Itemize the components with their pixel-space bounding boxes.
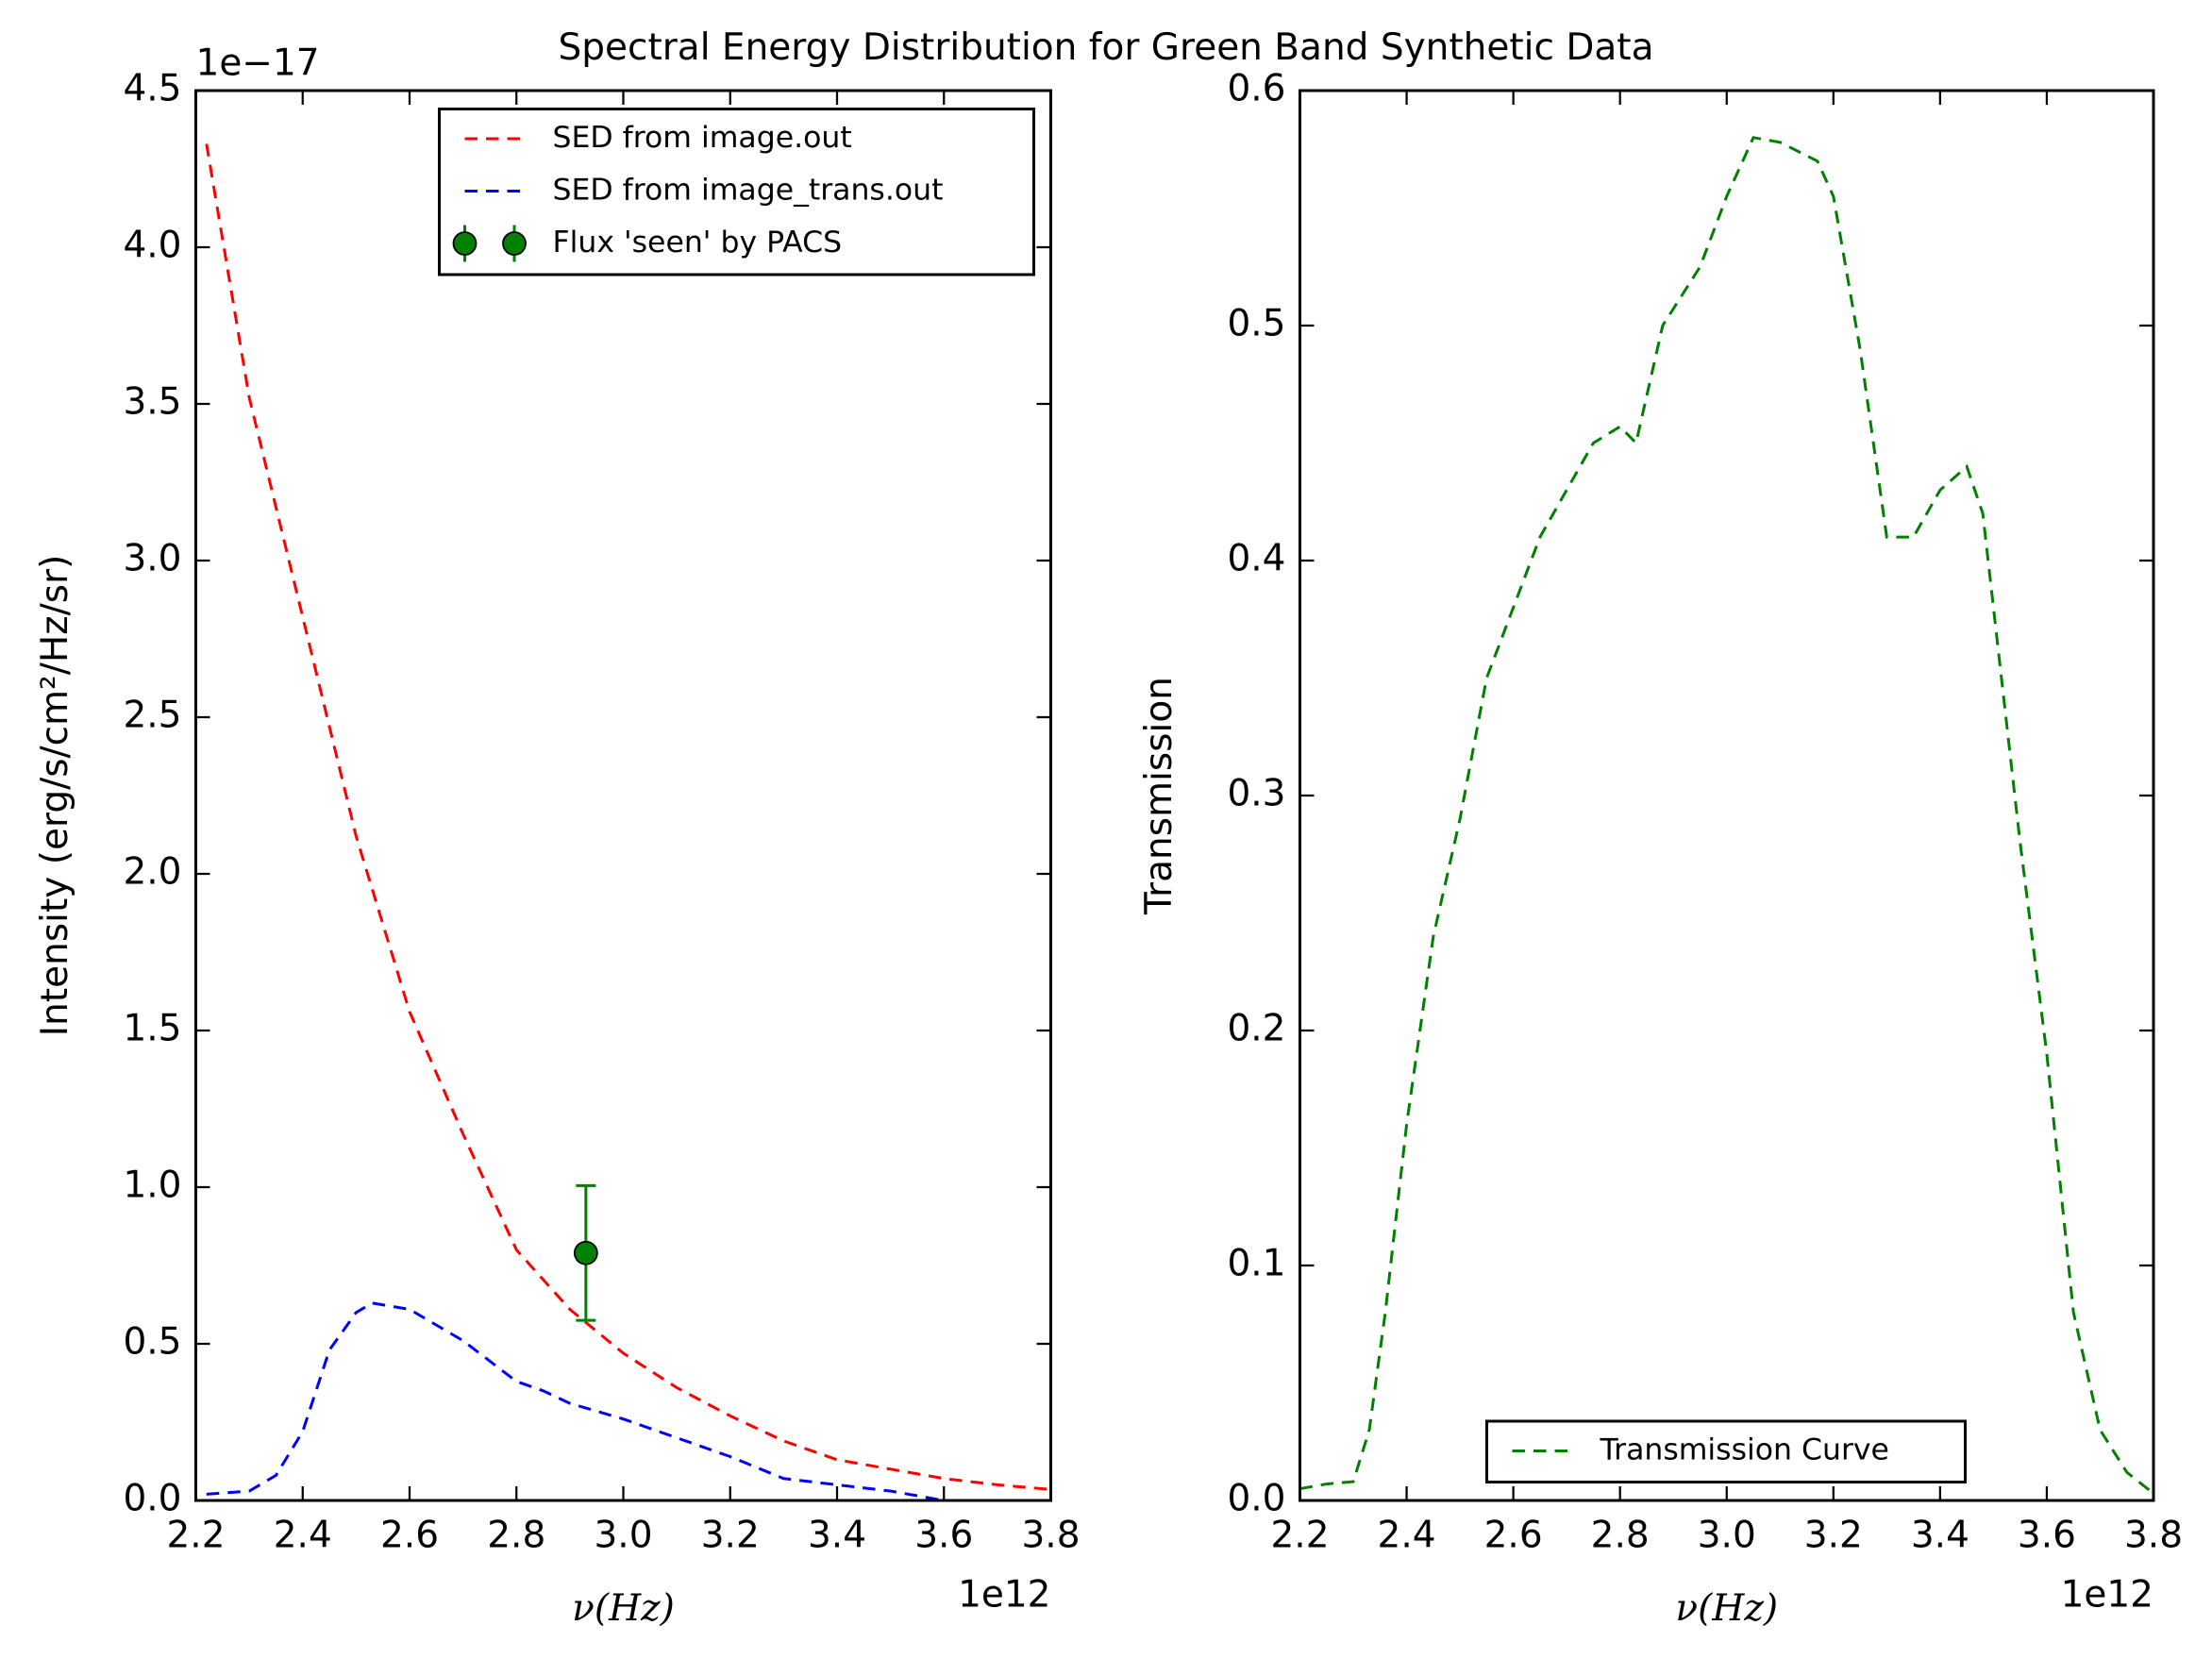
y-tick-label: 4.0 <box>123 225 181 267</box>
y-tick-label: 3.0 <box>123 538 181 580</box>
axes-frame <box>1299 89 2155 1502</box>
y-tick-label: 1.5 <box>123 1008 181 1050</box>
y-tick-label: 0.6 <box>1227 68 1285 110</box>
y-tick-label: 0.0 <box>123 1478 181 1520</box>
x-tick-label: 2.6 <box>1484 1515 1543 1557</box>
y-tick-label: 0.5 <box>123 1321 181 1364</box>
y-tick-label: 0.2 <box>1227 1008 1285 1050</box>
legend-label: Transmission Curve <box>1600 1433 1889 1467</box>
x-tick-label: 2.8 <box>1591 1515 1650 1557</box>
y-offset-label: 1e−17 <box>196 42 320 85</box>
x-tick-label: 2.8 <box>487 1515 545 1557</box>
x-tick-label: 2.6 <box>380 1515 439 1557</box>
x-tick-label: 3.8 <box>2124 1515 2183 1557</box>
legend: Transmission Curve <box>1485 1419 1967 1483</box>
legend-swatch <box>502 231 527 256</box>
x-tick-label: 2.2 <box>1270 1515 1329 1557</box>
y-tick-label: 0.3 <box>1227 773 1285 815</box>
x-tick-label: 3.4 <box>1911 1515 1969 1557</box>
x-tick-label: 2.4 <box>274 1515 332 1557</box>
x-offset-label: 1e12 <box>2061 1574 2153 1617</box>
y-tick-label: 3.5 <box>123 381 181 424</box>
y-tick-label: 0.0 <box>1227 1478 1285 1520</box>
y-tick-label: 4.5 <box>123 68 181 110</box>
series-line <box>205 143 1051 1491</box>
x-axis-label: ν(Hz) <box>572 1587 675 1630</box>
x-tick-label: 3.6 <box>914 1515 973 1557</box>
plot-area: 2.2 2.4 2.6 2.8 3.0 3.2 3.4 3.6 3.8 0.0 0.1 0.2 0.3 0… <box>1138 68 2183 1631</box>
y-axis-label: Transmission <box>1138 677 1181 915</box>
y-tick-label: 2.0 <box>123 851 181 894</box>
x-tick-label: 2.4 <box>1378 1515 1436 1557</box>
x-tick-label: 3.0 <box>1698 1515 1756 1557</box>
x-tick-label: 3.6 <box>2018 1515 2076 1557</box>
legend-frame <box>438 108 1035 276</box>
x-tick-label: 3.8 <box>1021 1515 1080 1557</box>
y-tick-label: 1.0 <box>123 1165 181 1207</box>
plot-area: 2.2 2.4 2.6 2.8 3.0 3.2 3.4 3.6 3.8 0.0 0.5 1.0 1.5 2… <box>34 42 1081 1631</box>
x-tick-label: 3.4 <box>808 1515 866 1557</box>
y-axis-label: Intensity (erg/s/cm²/Hz/sr) <box>34 555 76 1037</box>
legend-swatch <box>452 231 478 256</box>
legend-label: Flux 'seen' by PACS <box>553 226 843 260</box>
legend: SED from image.out SED from image_trans.o… <box>438 108 1035 276</box>
legend-label: SED from image_trans.out <box>553 174 944 208</box>
y-tick-label: 0.4 <box>1227 538 1285 580</box>
x-tick-label: 3.2 <box>1804 1515 1863 1557</box>
y-tick-label: 0.1 <box>1227 1243 1285 1285</box>
series-line <box>206 1301 997 1502</box>
x-tick-label: 3.0 <box>594 1515 652 1557</box>
x-tick-label: 2.2 <box>166 1515 225 1557</box>
data-point <box>573 1240 598 1265</box>
figure-title: Spectral Energy Distribution for Green B… <box>559 26 1654 69</box>
y-tick-label: 0.5 <box>1227 303 1285 345</box>
legend-label: SED from image.out <box>553 121 852 155</box>
axes-frame <box>194 89 1052 1502</box>
y-tick-label: 2.5 <box>123 695 181 737</box>
series-line <box>1299 136 2154 1495</box>
x-offset-label: 1e12 <box>958 1574 1050 1617</box>
x-axis-label: ν(Hz) <box>1675 1587 1778 1630</box>
x-tick-label: 3.2 <box>701 1515 760 1557</box>
